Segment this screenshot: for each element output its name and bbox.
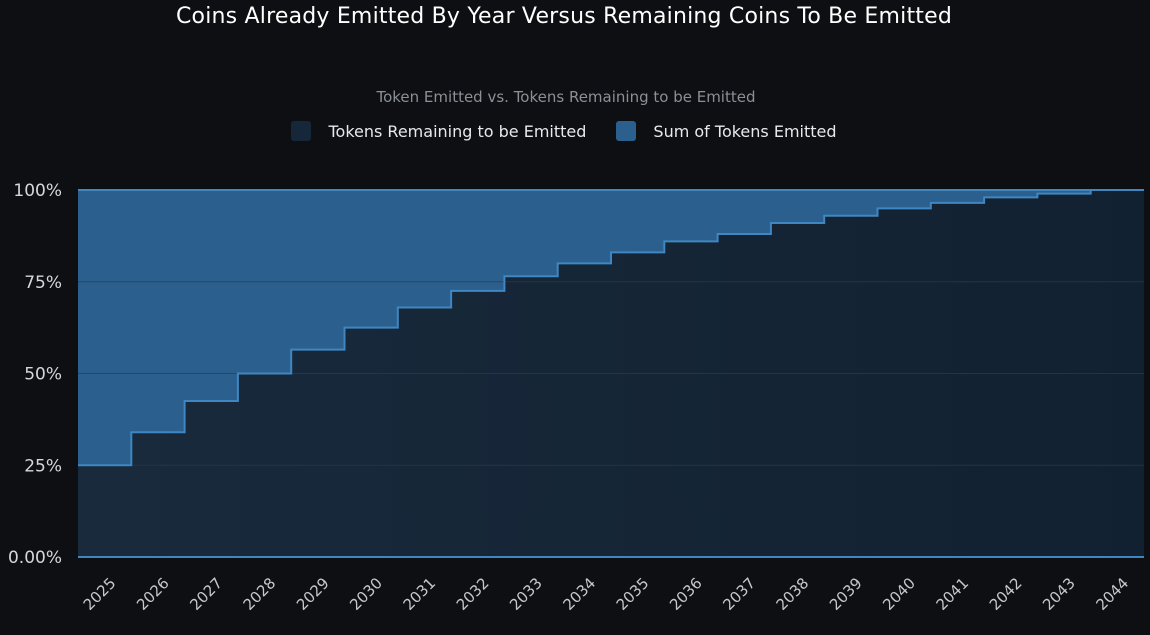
remaining-bar-2037 [718,234,771,557]
emitted-bar-2037 [718,190,771,234]
x-tick-label-2044: 2044 [1092,574,1132,614]
x-tick-label-2038: 2038 [773,574,813,614]
emitted-bar-2028 [238,190,291,374]
x-tick-label-2027: 2027 [186,574,226,614]
y-tick-label-50: 50% [24,365,62,385]
remaining-bar-2030 [345,328,398,557]
remaining-bar-2044 [1091,190,1144,557]
emitted-bar-2032 [451,190,504,291]
remaining-bar-2026 [131,432,184,557]
y-tick-label-0: 0.00% [8,548,62,568]
x-tick-label-2040: 2040 [879,574,919,614]
remaining-bar-2036 [664,241,717,557]
x-tick-label-2031: 2031 [400,574,440,614]
emitted-bar-2041 [931,190,984,203]
x-tick-label-2028: 2028 [240,574,280,614]
emitted-bar-2033 [504,190,557,276]
plot-area: 0.00% 25% 50% 75% 100% 2025 2026 2027 2028 2029 20… [8,181,1144,614]
emitted-bar-2038 [771,190,824,223]
x-tick-label-2039: 2039 [826,574,866,614]
remaining-bar-2043 [1037,194,1090,557]
remaining-bar-2038 [771,223,824,557]
x-tick-label-2032: 2032 [453,574,493,614]
remaining-bar-2034 [558,263,611,557]
emitted-bar-2026 [131,190,184,432]
remaining-bar-2031 [398,307,451,557]
legend-swatch-emitted [616,121,637,141]
x-tick-label-2034: 2034 [559,574,599,614]
remaining-bar-2035 [611,252,664,557]
emitted-bar-2027 [185,190,238,401]
x-tick-label-2026: 2026 [133,574,173,614]
x-tick-label-2030: 2030 [346,574,386,614]
x-tick-label-2029: 2029 [293,574,333,614]
legend-label-remaining: Tokens Remaining to be Emitted [328,121,587,141]
remaining-bar-2042 [984,197,1037,557]
emitted-bar-2030 [345,190,398,328]
emitted-bar-2040 [878,190,931,208]
emitted-bar-2034 [558,190,611,263]
emitted-bar-2031 [398,190,451,307]
remaining-bar-2029 [291,350,344,557]
legend-label-emitted: Sum of Tokens Emitted [653,121,837,141]
remaining-bar-2028 [238,374,291,558]
legend-item-emitted[interactable]: Sum of Tokens Emitted [616,121,837,141]
x-tick-label-2035: 2035 [613,574,653,614]
x-tick-label-2036: 2036 [666,574,706,614]
remaining-bar-2039 [824,216,877,557]
remaining-bar-2032 [451,291,504,557]
emitted-step-line [78,189,1144,467]
emitted-bar-2036 [664,190,717,241]
chart-title: Coins Already Emitted By Year Versus Rem… [175,4,952,29]
chart-subtitle: Token Emitted vs. Tokens Remaining to be… [376,88,756,106]
emitted-bar-2025 [78,190,131,465]
x-tick-label-2041: 2041 [933,574,973,614]
remaining-bar-2027 [185,401,238,557]
x-tick-label-2033: 2033 [506,574,546,614]
legend: Tokens Remaining to be Emitted Sum of To… [0,121,1128,141]
y-tick-label-75: 75% [24,273,62,293]
x-tick-label-2043: 2043 [1039,574,1079,614]
legend-item-remaining[interactable]: Tokens Remaining to be Emitted [291,121,586,141]
emitted-bar-2029 [291,190,344,350]
y-tick-label-100: 100% [13,181,62,201]
remaining-bar-2040 [878,208,931,557]
x-tick-label-2042: 2042 [986,574,1026,614]
x-tick-label-2037: 2037 [719,574,759,614]
remaining-bar-2025 [78,465,131,557]
legend-swatch-remaining [291,121,312,141]
remaining-bar-2033 [504,276,557,557]
remaining-bar-2041 [931,203,984,557]
y-tick-label-25: 25% [24,456,62,476]
emitted-bar-2039 [824,190,877,216]
emitted-bar-2042 [984,190,1037,197]
emitted-bar-2035 [611,190,664,252]
x-tick-label-2025: 2025 [80,574,120,614]
